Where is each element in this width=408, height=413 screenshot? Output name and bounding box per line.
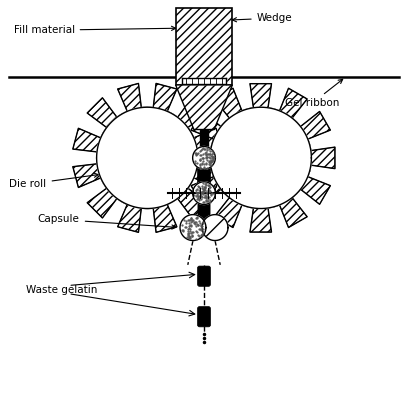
FancyBboxPatch shape (198, 202, 210, 225)
Text: Waste gelatin: Waste gelatin (26, 285, 97, 295)
Polygon shape (97, 107, 198, 209)
Polygon shape (193, 147, 215, 169)
Polygon shape (202, 215, 228, 240)
Polygon shape (73, 83, 222, 233)
FancyBboxPatch shape (197, 167, 211, 195)
Polygon shape (193, 182, 215, 204)
Text: Wedge: Wedge (232, 13, 292, 23)
Polygon shape (186, 84, 335, 232)
Polygon shape (210, 107, 311, 209)
FancyBboxPatch shape (197, 306, 211, 327)
Polygon shape (182, 78, 226, 84)
Text: Die roll: Die roll (9, 173, 98, 189)
Text: Fill material: Fill material (13, 25, 176, 35)
Polygon shape (180, 215, 206, 240)
Text: Capsule: Capsule (38, 214, 176, 229)
Polygon shape (175, 85, 233, 130)
Polygon shape (200, 130, 208, 150)
Polygon shape (175, 8, 233, 85)
Text: Gel ribbon: Gel ribbon (285, 79, 343, 108)
FancyBboxPatch shape (197, 266, 211, 286)
